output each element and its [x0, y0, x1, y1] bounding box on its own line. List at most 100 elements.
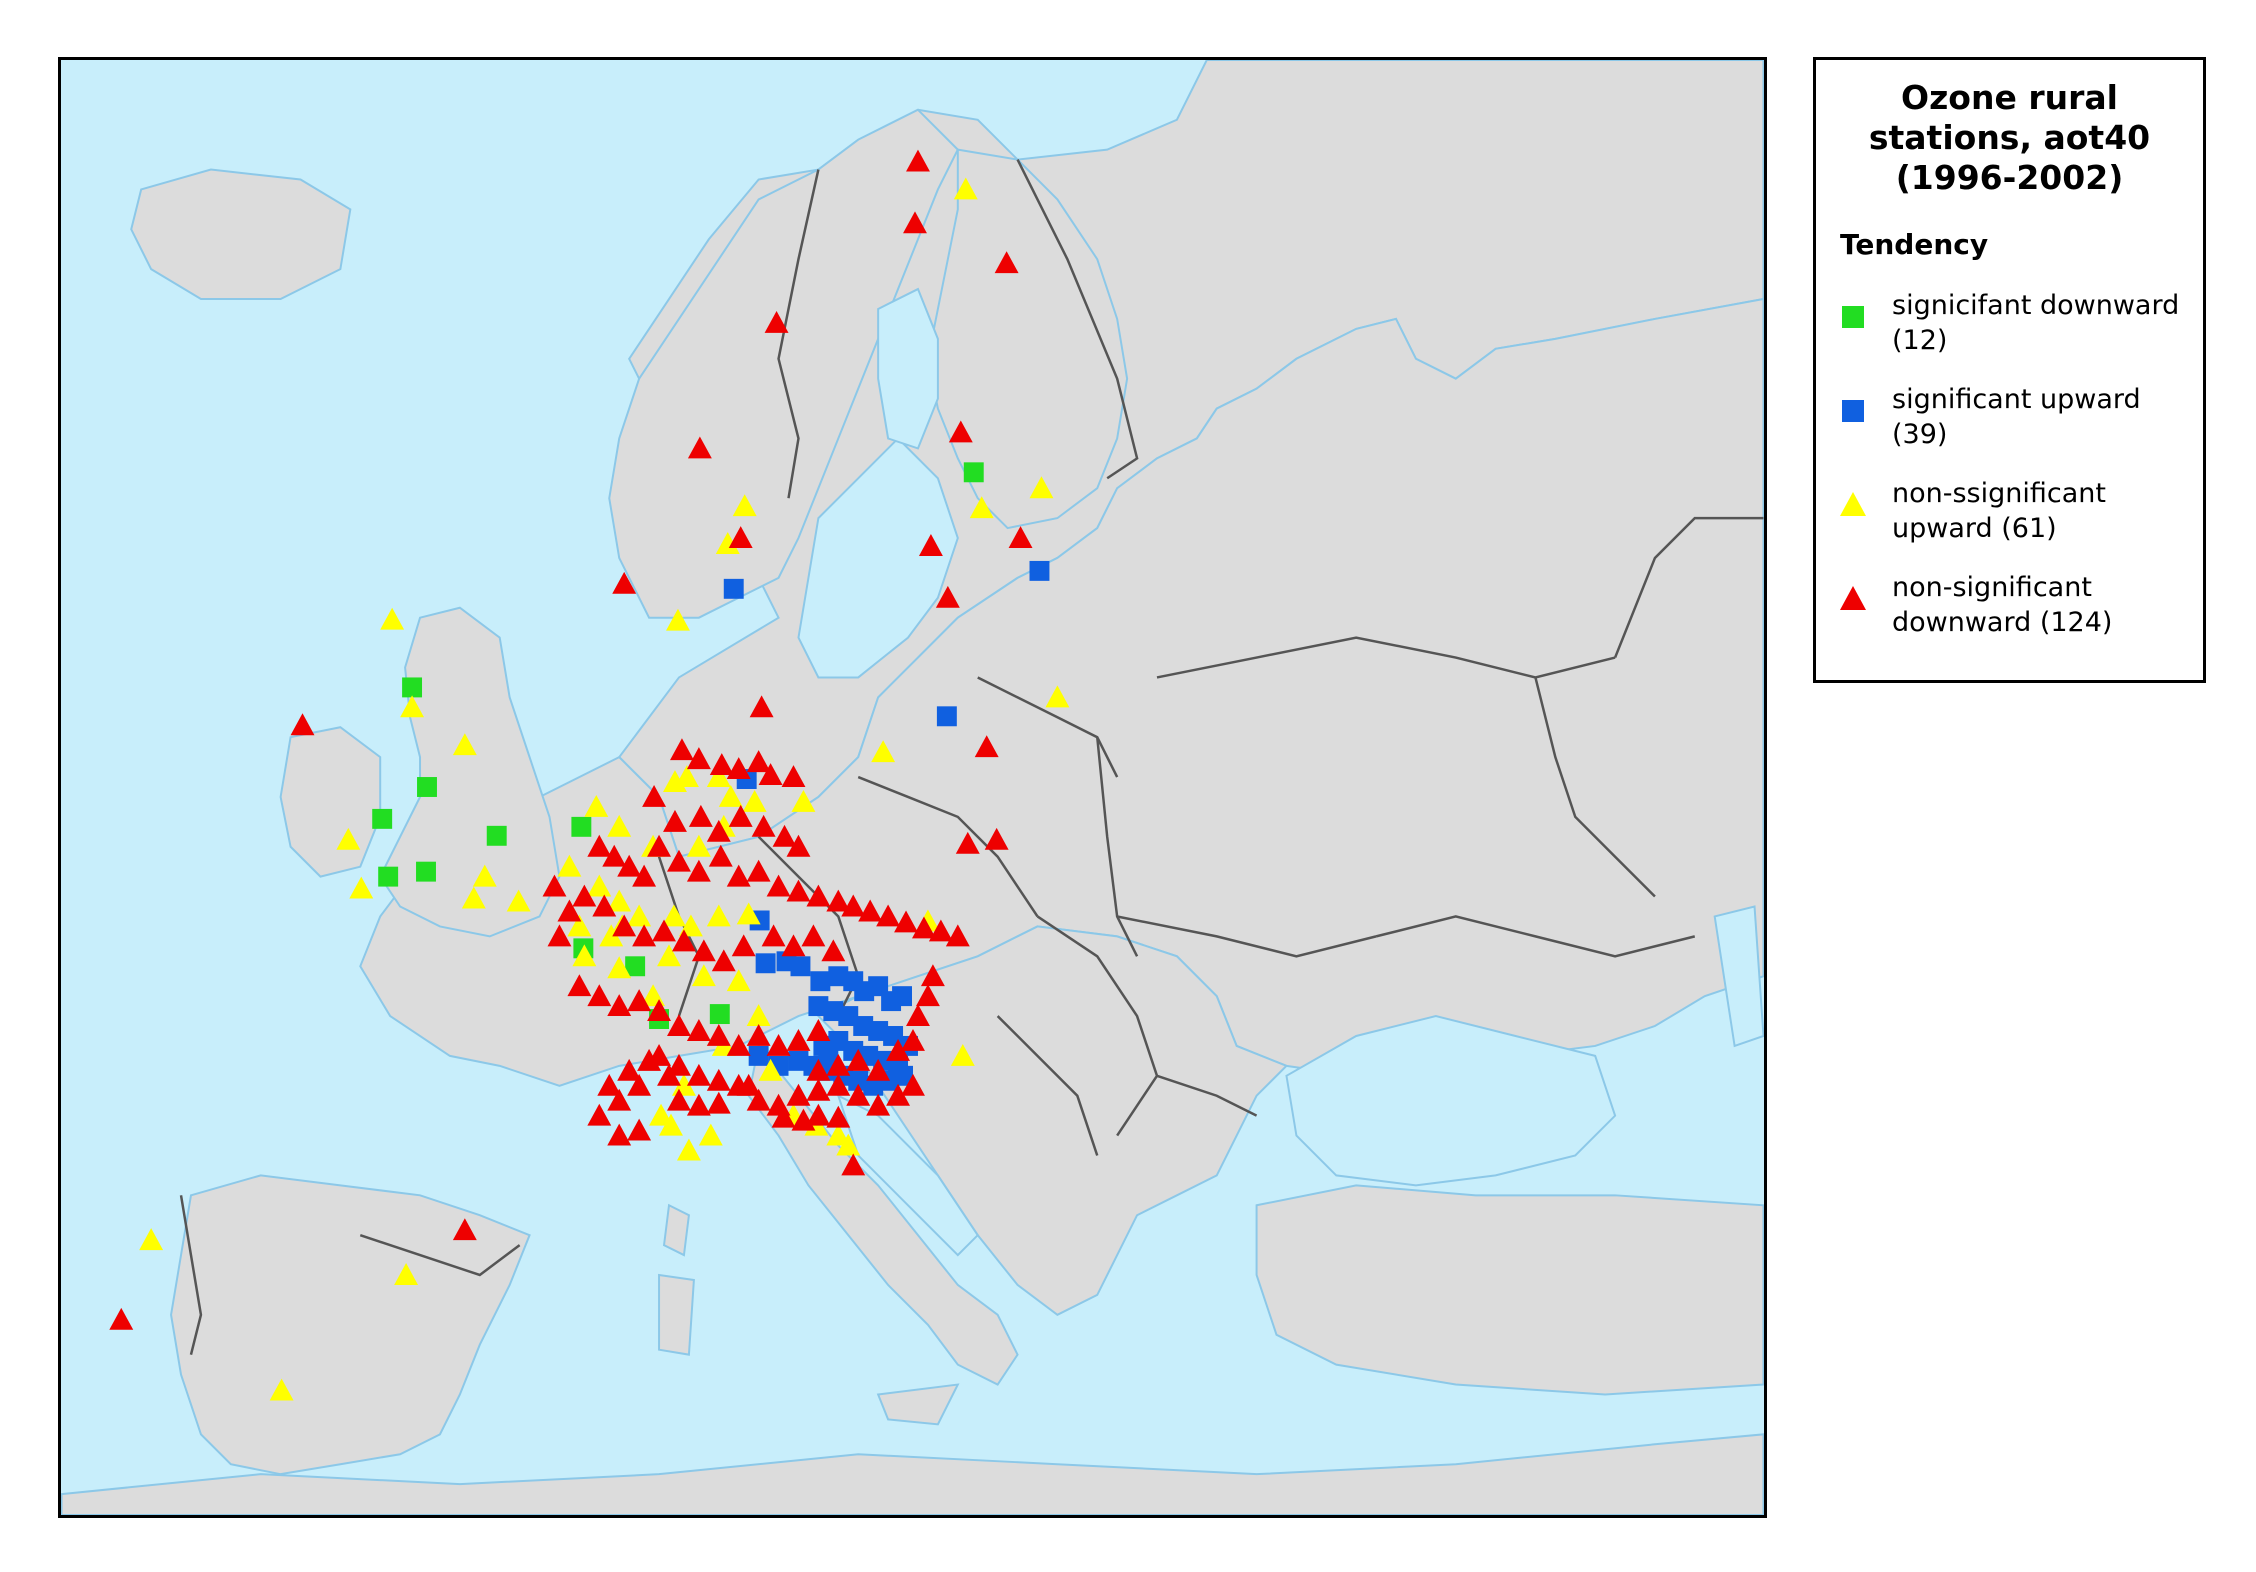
station-nonsig-up-marker [607, 814, 632, 837]
station-nonsig-down-marker [572, 884, 597, 907]
legend-item-nonsig-up-label: non-ssignificant [1892, 478, 2106, 509]
legend-subtitle: Tendency [1840, 228, 1989, 261]
station-nonsig-down-marker [647, 999, 671, 1022]
station-sig-down-marker [709, 1004, 730, 1025]
adriatic [836, 1093, 980, 1257]
border-11 [1156, 1074, 1258, 1117]
legend-item-nonsig-down-label: non-significant [1892, 572, 2092, 603]
station-nonsig-down-marker [786, 834, 811, 857]
station-nonsig-down-marker [686, 1063, 711, 1086]
station-nonsig-down-marker [688, 804, 713, 827]
station-nonsig-down-marker [928, 919, 953, 942]
border-1 [777, 169, 820, 499]
legend-title: Ozone rural stations, aot40 (1996-2002) [1816, 78, 2203, 198]
station-nonsig-down-marker [935, 585, 960, 608]
station-nonsig-up-marker [950, 1043, 975, 1066]
station-nonsig-down-marker [766, 1033, 791, 1056]
caspian-sea [1713, 905, 1764, 1048]
station-sig-up-marker [936, 706, 957, 727]
station-nonsig-down-marker [751, 814, 776, 837]
station-nonsig-up-marker [139, 1228, 164, 1251]
sicily [876, 1383, 960, 1426]
station-sig-up-marker [818, 1045, 839, 1066]
legend-item-nonsig-down-count: downward (124) [1892, 607, 2113, 638]
station-nonsig-down-marker [806, 1103, 831, 1126]
station-nonsig-up-marker [336, 827, 361, 850]
station-nonsig-down-marker [632, 924, 657, 947]
station-sig-down-marker [571, 816, 592, 837]
corsica [662, 1203, 690, 1257]
station-sig-up-marker [823, 1001, 844, 1022]
station-nonsig-down-marker [974, 735, 999, 758]
north-africa [61, 1433, 1764, 1515]
station-nonsig-up-marker [671, 1073, 696, 1096]
station-nonsig-down-marker [901, 1029, 925, 1051]
station-nonsig-up-marker [678, 914, 703, 937]
station-sig-up-marker [893, 1065, 913, 1086]
station-nonsig-up-marker [736, 902, 761, 925]
legend-item-nonsig-up-count: upward (61) [1892, 513, 2057, 544]
station-nonsig-down-marker [731, 934, 756, 957]
station-nonsig-down-marker [901, 1073, 925, 1096]
station-nonsig-down-marker [547, 924, 572, 947]
station-nonsig-up-marker [349, 876, 374, 899]
station-nonsig-down-marker [826, 1053, 851, 1076]
great-britain [379, 606, 561, 938]
station-nonsig-down-marker [627, 1073, 652, 1096]
station-nonsig-down-marker [761, 924, 786, 947]
station-nonsig-down-marker [728, 804, 753, 827]
station-nonsig-down-marker [772, 824, 797, 847]
station-nonsig-up-marker [659, 1113, 683, 1136]
station-nonsig-down-marker [806, 1078, 831, 1101]
station-sig-up-marker [755, 953, 776, 974]
station-nonsig-down-marker [918, 534, 943, 556]
station-nonsig-down-marker [994, 251, 1019, 274]
station-nonsig-down-marker [806, 1058, 831, 1081]
station-nonsig-down-marker [781, 934, 806, 957]
black-sea [1285, 1015, 1617, 1187]
border-13 [359, 1233, 521, 1277]
station-sig-up-marker [848, 1070, 869, 1091]
station-sig-up-marker [748, 1045, 769, 1066]
station-nonsig-down-marker [806, 1019, 831, 1041]
station-nonsig-down-marker [726, 864, 751, 887]
station-nonsig-down-marker [1008, 526, 1033, 548]
station-nonsig-up-marker [706, 904, 731, 927]
station-nonsig-up-marker [567, 914, 592, 937]
border-12 [996, 1015, 1099, 1156]
station-nonsig-down-marker [617, 1058, 642, 1081]
station-nonsig-down-marker [948, 420, 973, 443]
station-nonsig-down-marker [746, 1088, 771, 1111]
iceland [130, 168, 352, 301]
legend-panel: Ozone rural stations, aot40 (1996-2002) … [1813, 57, 2206, 683]
station-nonsig-up-marker [718, 785, 743, 807]
station-nonsig-up-marker [400, 695, 425, 718]
station-nonsig-down-marker [903, 211, 927, 234]
station-nonsig-down-marker [612, 571, 637, 594]
station-nonsig-down-marker [758, 763, 783, 786]
station-nonsig-down-marker [647, 834, 671, 857]
station-nonsig-down-marker [667, 1088, 691, 1111]
station-nonsig-up-marker [662, 904, 686, 927]
border-17 [1375, 915, 1696, 958]
station-nonsig-up-marker [649, 1103, 673, 1126]
legend-item-sig-down-count: (12) [1892, 325, 1948, 356]
station-sig-up-marker [1029, 560, 1050, 581]
station-nonsig-down-marker [667, 1053, 691, 1076]
legend-item-nonsig-down: non-significant downward (124) [1840, 570, 2200, 646]
station-nonsig-up-marker [686, 834, 711, 857]
station-nonsig-down-marker [607, 994, 632, 1017]
station-nonsig-down-marker [627, 989, 652, 1012]
station-nonsig-up-marker [506, 889, 531, 912]
station-nonsig-down-marker [886, 1083, 911, 1106]
station-nonsig-down-marker [670, 738, 694, 761]
station-nonsig-down-marker [764, 310, 789, 333]
station-nonsig-down-marker [746, 859, 771, 882]
europe-map [58, 57, 1767, 1518]
red-triangle-icon [1840, 586, 1866, 610]
station-nonsig-down-marker [587, 834, 612, 857]
station-sig-down-marker [416, 861, 436, 882]
station-nonsig-down-marker [826, 1105, 851, 1128]
station-nonsig-down-marker [587, 1103, 612, 1126]
station-nonsig-down-marker [709, 753, 734, 776]
